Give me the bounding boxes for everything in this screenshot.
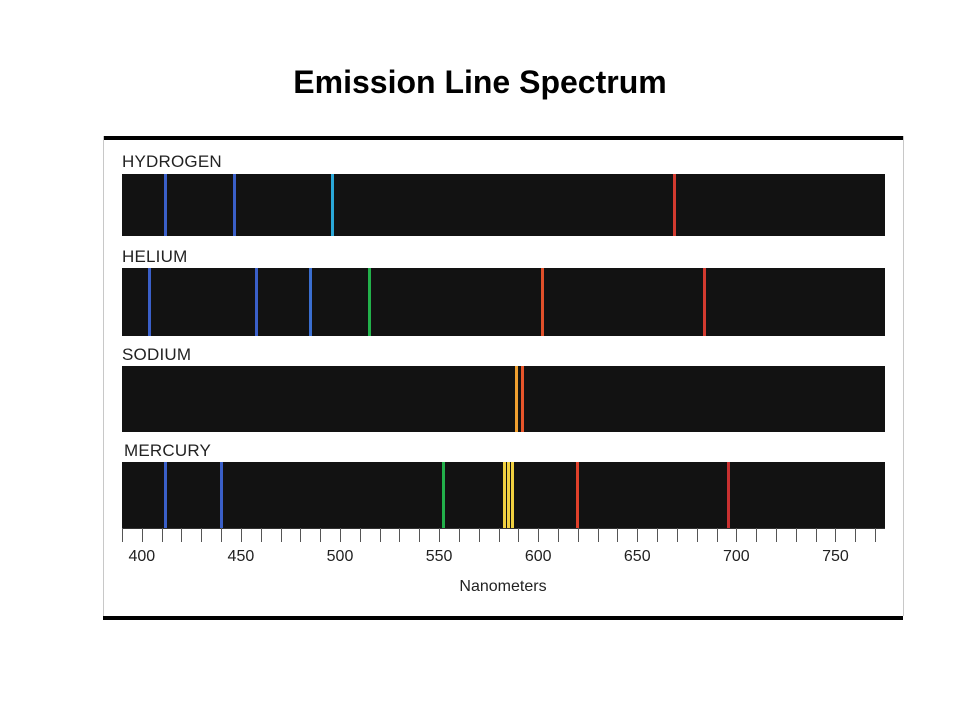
- tick-label-650: 650: [623, 548, 651, 565]
- spectral-line: [506, 462, 510, 528]
- spectral-line: [148, 268, 152, 336]
- ruler-tick: [359, 528, 361, 542]
- spectral-line: [233, 174, 237, 236]
- ruler-tick: [419, 528, 421, 542]
- spectral-line: [308, 268, 312, 336]
- ruler-tick: [815, 528, 817, 542]
- ruler-tick: [161, 528, 163, 542]
- ruler-tick: [498, 528, 500, 542]
- ruler-tick: [577, 528, 579, 542]
- spectral-line: [540, 268, 544, 336]
- ruler-tick: [637, 528, 639, 542]
- spectral-line: [510, 462, 514, 528]
- page-title: Emission Line Spectrum: [293, 64, 667, 100]
- ruler-tick: [379, 528, 381, 542]
- spectral-line: [368, 268, 372, 336]
- tick-label-450: 450: [227, 548, 255, 565]
- ruler-tick: [320, 528, 322, 542]
- tick-label-500: 500: [326, 548, 354, 565]
- axis-label: Nanometers: [459, 578, 547, 595]
- ruler-tick: [201, 528, 203, 542]
- ruler-tick: [300, 528, 302, 542]
- spectral-line: [164, 174, 168, 236]
- panel-right-edge: [903, 136, 904, 616]
- helium-spectrum-strip: [122, 268, 885, 336]
- spectral-line: [726, 462, 730, 528]
- hydrogen-spectrum-strip: [122, 174, 885, 236]
- spectral-line: [673, 174, 677, 236]
- tick-label-400: 400: [128, 548, 156, 565]
- ruler-tick: [221, 528, 223, 542]
- panel-left-edge: [103, 136, 104, 616]
- ruler-tick: [776, 528, 777, 542]
- ruler-tick: [835, 528, 837, 542]
- spectral-line: [219, 462, 223, 528]
- ruler-tick: [478, 528, 480, 542]
- spectral-line: [514, 366, 518, 432]
- ruler-tick: [340, 528, 341, 542]
- ruler-tick: [538, 528, 540, 542]
- wavelength-ruler: [122, 528, 885, 529]
- ruler-tick: [716, 528, 718, 542]
- ruler-tick: [558, 528, 559, 542]
- ruler-tick: [399, 528, 401, 542]
- ruler-tick: [240, 528, 242, 542]
- tick-label-550: 550: [425, 548, 453, 565]
- label-sodium: SODIUM: [122, 345, 192, 364]
- ruler-tick: [617, 528, 619, 542]
- label-mercury: MERCURY: [124, 441, 212, 460]
- tick-label-750: 750: [822, 548, 849, 565]
- ruler-tick: [756, 528, 758, 542]
- spectral-line: [520, 366, 524, 432]
- ruler-tick: [597, 528, 599, 542]
- tick-label-600: 600: [524, 548, 552, 565]
- spectral-line: [576, 462, 580, 528]
- ruler-tick: [141, 528, 143, 542]
- ruler-tick: [736, 528, 738, 542]
- mercury-spectrum-strip: [122, 462, 885, 528]
- ruler-tick: [855, 528, 857, 542]
- spectral-line: [441, 462, 445, 528]
- sodium-spectrum-strip: [122, 366, 885, 432]
- spectral-line: [502, 462, 506, 528]
- label-helium: HELIUM: [122, 247, 188, 266]
- ruler-tick: [280, 528, 282, 542]
- ruler-tick: [875, 528, 877, 542]
- spectral-line: [255, 268, 259, 336]
- ruler-tick: [657, 528, 659, 542]
- ruler-tick: [439, 528, 441, 542]
- ruler-tick: [260, 528, 262, 542]
- ruler-tick: [518, 528, 520, 542]
- ruler-tick: [676, 528, 678, 542]
- spectral-line: [164, 462, 168, 528]
- spectral-line: [330, 174, 334, 236]
- ruler-tick: [181, 528, 183, 542]
- ruler-tick: [696, 528, 698, 542]
- spectral-line: [703, 268, 707, 336]
- ruler-tick: [122, 528, 123, 542]
- ruler-tick: [795, 528, 797, 542]
- tick-label-700: 700: [723, 548, 750, 565]
- label-hydrogen: HYDROGEN: [122, 152, 222, 171]
- ruler-tick: [458, 528, 460, 542]
